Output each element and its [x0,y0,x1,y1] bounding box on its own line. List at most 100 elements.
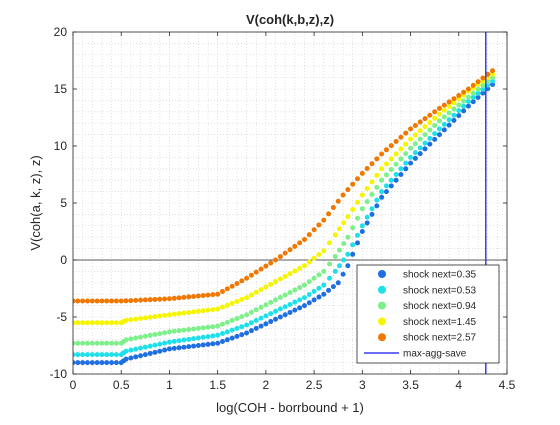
legend-item-label: shock next=2.57 [403,333,477,344]
data-point [327,261,333,267]
data-point [200,308,206,314]
data-point [316,252,322,258]
data-point [403,166,409,172]
data-point [157,313,163,319]
data-point [412,132,418,138]
data-point [412,122,418,128]
data-point [321,248,327,254]
data-point [297,265,303,271]
data-point [234,325,240,331]
data-point [200,293,206,299]
y-tick-label: -5 [56,310,67,324]
data-point [379,177,385,183]
data-point [355,199,361,205]
x-tick-label: 2 [263,378,270,392]
data-point [166,329,172,335]
data-point [186,309,192,315]
data-point [147,343,153,349]
data-point [374,197,380,203]
data-point [73,352,76,358]
data-point [229,335,235,341]
data-point [480,82,486,88]
data-point [311,227,317,233]
data-point [398,172,404,177]
x-tick-label: 2.5 [306,378,323,392]
data-point [436,111,442,117]
data-point [282,312,288,318]
data-point [113,352,119,358]
data-point [268,299,274,305]
data-point [248,272,254,278]
data-point [330,205,336,211]
data-point [388,143,394,149]
data-point [123,356,129,362]
data-point [422,116,428,122]
data-point [268,281,274,287]
data-point [306,259,312,265]
data-point [364,166,370,172]
data-point [456,108,462,114]
data-point [393,161,399,167]
data-point [84,320,90,326]
data-point [287,271,293,277]
data-point [142,344,148,350]
data-point [417,145,423,151]
data-point [350,251,356,257]
data-point [287,301,293,307]
data-point [321,268,327,274]
data-point [456,92,462,98]
data-point [157,348,163,354]
data-point [359,229,365,234]
data-point [171,295,177,301]
data-point [427,135,433,141]
data-point [239,324,245,330]
data-point [475,79,481,85]
data-point [109,352,115,358]
data-point [364,220,370,226]
data-point [369,211,375,217]
data-point [166,346,172,352]
legend-item-label: shock next=1.45 [403,317,477,328]
data-point [186,336,192,342]
data-point [94,352,100,358]
data-point [258,315,264,321]
data-point [432,115,438,121]
data-point [451,117,457,123]
data-point [94,360,100,366]
data-point [73,320,76,326]
data-point [162,312,168,318]
data-point [244,322,250,328]
data-point [248,309,254,315]
data-point [248,320,254,326]
data-point [297,297,303,303]
data-point [282,250,288,256]
data-point [337,247,343,253]
data-point [176,328,182,334]
data-point [306,291,312,297]
data-point [162,330,168,336]
data-point [210,341,216,347]
data-point [436,126,442,132]
data-point [239,332,245,338]
ticks: 0 0.5 1 1.5 2 2.5 3 3.5 4 4.5 -10 -5 0 5 10 15 20 [50,25,516,392]
data-point [234,298,240,304]
data-point [104,340,110,346]
data-point [427,141,433,147]
data-point [321,291,327,297]
data-point [332,254,338,260]
data-point [388,183,394,189]
data-point [162,347,168,353]
data-point [475,94,481,100]
data-point [157,341,163,347]
data-point [142,352,148,358]
data-point [436,132,442,138]
data-point [268,319,274,325]
data-point [80,340,86,346]
data-point [210,292,216,298]
data-point [113,320,119,326]
data-point [186,294,192,300]
data-point [215,306,221,312]
data-point [301,303,307,309]
